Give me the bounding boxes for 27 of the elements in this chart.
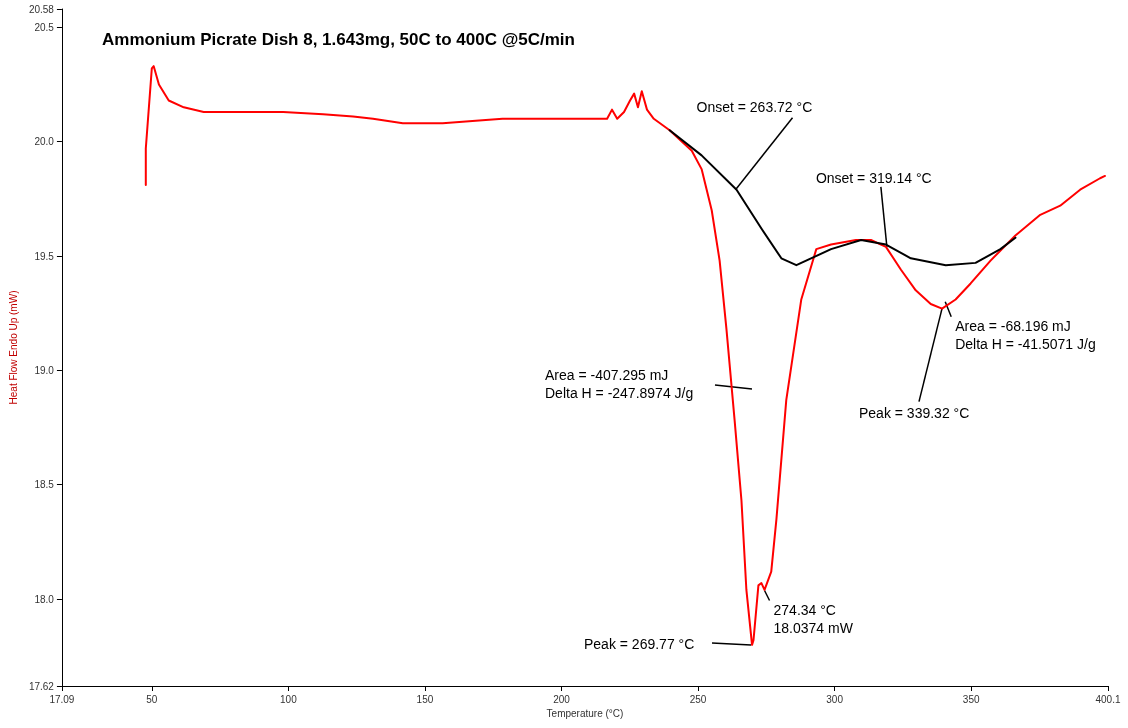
- annotation: Onset = 263.72 °C: [696, 98, 813, 115]
- y-axis-title: Heat Flow Endo Up (mW): [7, 290, 19, 405]
- y-tick-label: 20.58: [28, 3, 55, 15]
- y-tick-label: 18.0: [34, 593, 55, 605]
- y-tick-label: 17.62: [28, 680, 55, 692]
- annotation: Area = -407.295 mJ Delta H = -247.8974 J/g: [545, 367, 694, 401]
- y-tick-label: 18.5: [34, 479, 55, 491]
- y-tick-label: 19.5: [34, 250, 55, 262]
- x-axis-title: Temperature (°C): [546, 708, 624, 720]
- annotation: 274.34 °C 18.0374 mW: [773, 601, 854, 636]
- annotation: Onset = 319.14 °C: [815, 169, 932, 186]
- text: Ammonium Picrate Dish 8, 1.643mg, 50C to 400C @5C/min: [102, 30, 575, 49]
- x-tick-label: 50: [146, 693, 158, 705]
- x-tick-label: 200: [553, 693, 571, 705]
- x-tick-label: 350: [962, 693, 980, 705]
- y-tick-label: 20.0: [34, 136, 55, 148]
- annotation: Peak = 339.32 °C: [859, 404, 970, 421]
- annotation: Peak = 269.77 °C: [584, 636, 695, 652]
- x-tick-label: 17.09: [49, 693, 75, 705]
- x-tick-label: 150: [416, 693, 434, 705]
- y-tick-label: 20.5: [34, 21, 55, 33]
- x-tick-label: 100: [280, 693, 298, 705]
- y-tick-label: 19.0: [34, 364, 55, 376]
- annotation: Area = -68.196 mJ Delta H = -41.5071 J/g: [955, 317, 1096, 352]
- x-tick-label: 400.1: [1095, 693, 1121, 705]
- x-tick-label: 250: [689, 693, 707, 705]
- x-tick-label: 300: [826, 693, 844, 705]
